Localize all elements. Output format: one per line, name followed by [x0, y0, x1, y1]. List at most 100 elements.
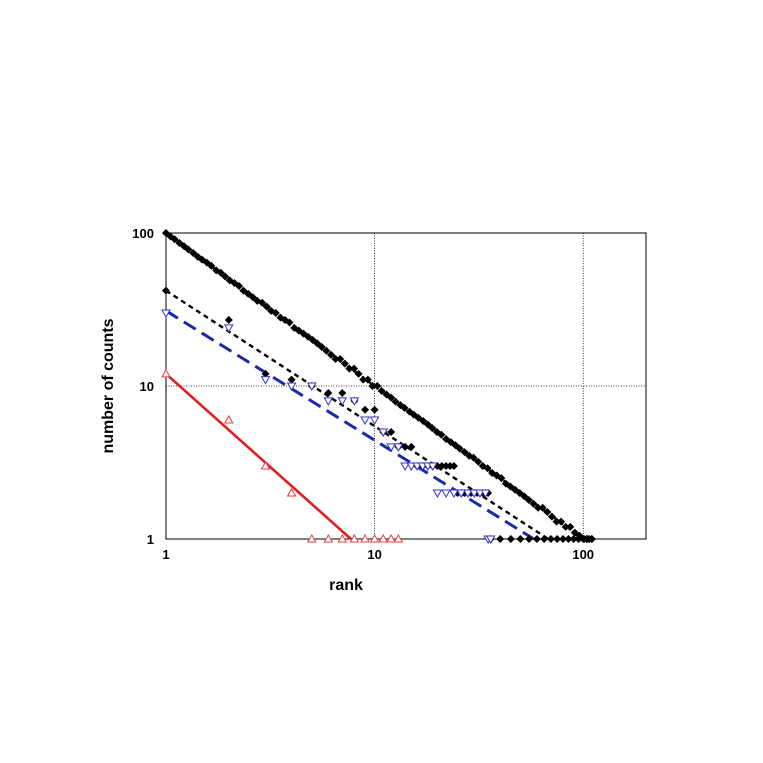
series-2-point: [437, 462, 446, 471]
series-1-point: [258, 298, 267, 307]
series-3-point: [360, 416, 370, 425]
series-1-point: [327, 350, 336, 359]
series-2-point: [324, 389, 333, 398]
series-4-point: [260, 460, 271, 470]
series-3-point: [286, 382, 297, 392]
series-1-point: [483, 464, 492, 473]
series-2-point: [564, 535, 573, 543]
series-1-point: [235, 282, 244, 291]
series-3-point: [306, 382, 317, 392]
series-1-point: [414, 413, 423, 422]
series-2-point: [407, 442, 416, 451]
series-1-point: [373, 382, 382, 390]
series-2-point: [587, 535, 596, 543]
series-3-point: [456, 489, 467, 498]
x-tick-label: 1: [162, 547, 169, 562]
series-1-point: [538, 503, 547, 512]
series-1-point: [557, 517, 566, 526]
series-3-point: [393, 443, 404, 452]
series-4-point: [349, 533, 360, 543]
y-tick-label: 100: [132, 226, 154, 241]
series-4-point: [360, 533, 370, 543]
series-1-point: [529, 499, 538, 508]
series-1-point: [552, 517, 561, 526]
series-1-point: [313, 339, 322, 348]
series-1-point: [336, 355, 345, 364]
series-2-point: [583, 535, 592, 543]
series-2-point: [338, 389, 347, 398]
series-3-point: [427, 462, 438, 472]
series-2-point: [532, 535, 541, 543]
data-points: [161, 229, 596, 545]
y-tick-label: 10: [140, 379, 154, 394]
series-4-point: [369, 533, 380, 543]
series-2-point: [540, 535, 549, 543]
series-1-point: [515, 488, 524, 497]
grid-lines: [165, 232, 646, 540]
series-1-point: [359, 375, 368, 384]
series-1-point: [520, 492, 529, 501]
series-4-point: [161, 368, 171, 378]
series-1-point: [437, 430, 446, 439]
series-1-point: [317, 342, 326, 351]
series-3-point: [260, 376, 271, 385]
series-3-point: [400, 462, 410, 472]
series-3-point: [337, 397, 348, 406]
series-1-point: [331, 355, 340, 364]
plot-frame: [165, 232, 647, 540]
x-tick-label: 10: [367, 547, 381, 562]
fit-line-solid: [165, 372, 352, 540]
series-4-point: [306, 533, 317, 543]
series-3-point: [369, 416, 380, 425]
series-3-point: [386, 443, 396, 452]
series-1-point: [469, 453, 478, 462]
series-2-point: [261, 369, 270, 378]
series-1-point: [216, 268, 225, 277]
series-2-point: [506, 535, 515, 543]
series-1-point: [455, 444, 464, 453]
series-1-point: [322, 346, 331, 355]
series-2-point: [387, 428, 396, 437]
series-1-point: [189, 249, 198, 258]
series-1-point: [419, 417, 428, 426]
series-1-point: [354, 369, 363, 378]
series-4-point: [337, 533, 348, 543]
series-2-point: [553, 535, 562, 543]
x-axis-title: rank: [329, 577, 363, 594]
series-2-point: [361, 405, 370, 414]
series-1-point: [428, 424, 437, 433]
tick-labels: 1 10 100 1 10 100: [132, 226, 594, 562]
series-3-point: [449, 489, 459, 498]
series-1-point: [184, 245, 193, 254]
series-1-point: [340, 359, 349, 368]
series-1-point: [524, 495, 533, 504]
series-2-point: [579, 535, 588, 543]
series-1-point: [566, 522, 575, 531]
series-4-point: [323, 533, 334, 543]
series-2-point: [287, 375, 296, 384]
series-2-point: [558, 535, 567, 543]
series-1-point: [262, 302, 271, 311]
fit-line-long-dash: [165, 309, 535, 541]
series-2-point: [516, 535, 525, 543]
series-2-point: [574, 535, 583, 543]
y-axis-title: number of counts: [100, 318, 117, 453]
series-2-point: [162, 286, 170, 295]
series-2-point: [449, 462, 458, 471]
series-4-point: [386, 533, 396, 543]
series-3-point: [406, 462, 417, 472]
series-3-point: [349, 397, 360, 406]
series-1-point: [285, 318, 294, 327]
series-1-point: [460, 448, 469, 457]
series-2-point: [401, 442, 410, 451]
series-3-point: [441, 489, 451, 498]
series-1-point: [207, 261, 216, 270]
series-2-point: [546, 535, 555, 543]
series-1-point: [271, 309, 280, 318]
x-tick-label: 100: [572, 547, 594, 562]
series-3-point: [480, 489, 491, 498]
series-3-point: [323, 397, 334, 406]
series-3-point: [469, 489, 479, 498]
series-1-point: [170, 235, 179, 244]
